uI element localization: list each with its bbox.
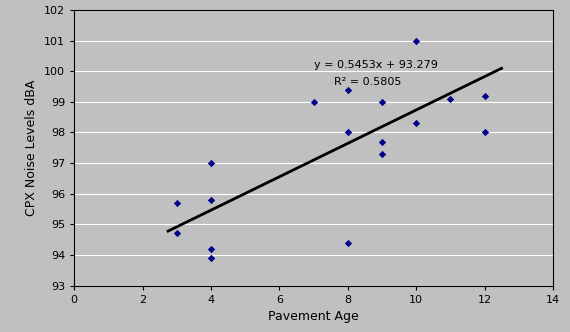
Y-axis label: CPX Noise Levels dBA: CPX Noise Levels dBA: [26, 80, 38, 216]
Point: [206, 255, 215, 261]
Point: [343, 240, 352, 245]
Text: R² = 0.5805: R² = 0.5805: [334, 77, 401, 87]
Point: [343, 87, 352, 92]
Point: [377, 99, 386, 105]
X-axis label: Pavement Age: Pavement Age: [268, 310, 359, 323]
Point: [480, 130, 489, 135]
Point: [309, 99, 318, 105]
Point: [172, 231, 181, 236]
Point: [206, 246, 215, 251]
Point: [172, 200, 181, 206]
Point: [377, 151, 386, 156]
Point: [377, 139, 386, 144]
Point: [412, 38, 421, 43]
Point: [446, 96, 455, 101]
Text: y = 0.5453x + 93.279: y = 0.5453x + 93.279: [314, 60, 437, 70]
Point: [206, 160, 215, 166]
Point: [412, 121, 421, 126]
Point: [206, 197, 215, 203]
Point: [480, 93, 489, 98]
Point: [343, 130, 352, 135]
